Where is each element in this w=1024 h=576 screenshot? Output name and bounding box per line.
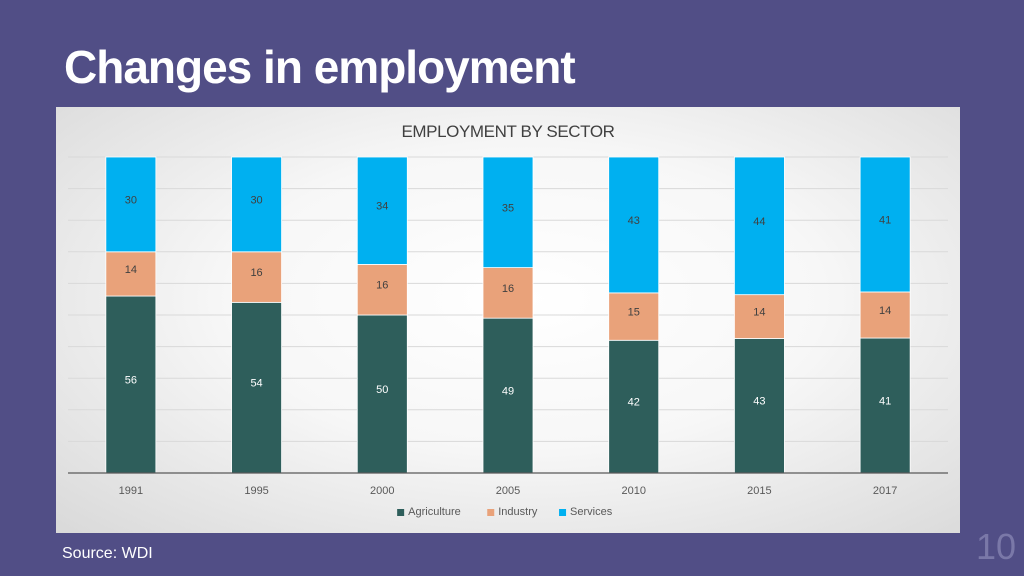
data-label-agriculture-2015: 43 bbox=[753, 396, 765, 408]
legend-label-industry: Industry bbox=[498, 506, 538, 518]
data-label-services-2017: 41 bbox=[879, 214, 891, 226]
data-label-agriculture-1991: 56 bbox=[125, 375, 137, 387]
bar-segment-agriculture-2000 bbox=[356, 314, 408, 474]
bar-segment-agriculture-2010 bbox=[608, 339, 660, 474]
bar-segment-industry-1991 bbox=[105, 251, 157, 297]
data-label-services-1995: 30 bbox=[250, 194, 262, 206]
chart-panel: EMPLOYMENT BY SECTOR 56 14 30 54 16 30 50 16 34 4… bbox=[56, 107, 960, 533]
data-label-services-2000: 34 bbox=[376, 201, 388, 213]
bar-segment-services-2015 bbox=[734, 156, 785, 296]
data-label-agriculture-2017: 41 bbox=[879, 396, 891, 408]
data-label-industry-2000: 16 bbox=[376, 280, 388, 292]
data-label-agriculture-2010: 42 bbox=[628, 397, 640, 409]
x-axis: 1991 1995 2000 2005 2010 2015 2017 bbox=[68, 472, 948, 497]
bar-segment-services-2010 bbox=[608, 156, 660, 294]
data-label-agriculture-2000: 50 bbox=[376, 384, 388, 396]
data-label-agriculture-2005: 49 bbox=[502, 386, 514, 398]
data-labels: 56 14 30 54 16 30 50 16 34 49 16 35 42 15 43 43 14 44 41 14… bbox=[125, 194, 892, 408]
bar-segment-industry-2015 bbox=[734, 294, 785, 339]
data-label-services-2005: 35 bbox=[502, 202, 514, 214]
page-number: 10 bbox=[975, 526, 1016, 567]
slide-title: Changes in employment bbox=[64, 41, 576, 93]
legend-swatch-services bbox=[559, 509, 567, 516]
x-tick-label-2000: 2000 bbox=[370, 485, 394, 497]
bar-segment-services-1991 bbox=[105, 156, 157, 253]
bars bbox=[105, 156, 911, 474]
x-tick-label-1991: 1991 bbox=[119, 485, 143, 497]
legend-swatch-industry bbox=[487, 509, 495, 516]
legend-swatch-agriculture bbox=[397, 509, 405, 516]
bar-segment-agriculture-2015 bbox=[734, 338, 785, 474]
bar-segment-industry-1995 bbox=[231, 251, 282, 303]
legend: Agriculture Industry Services bbox=[397, 506, 613, 518]
data-label-industry-2005: 16 bbox=[502, 283, 514, 295]
x-tick-label-2005: 2005 bbox=[496, 485, 520, 497]
bar-segment-industry-2000 bbox=[356, 264, 408, 316]
data-label-industry-2010: 15 bbox=[628, 307, 640, 319]
x-tick-label-1995: 1995 bbox=[244, 485, 268, 497]
bar-segment-services-2000 bbox=[356, 156, 408, 265]
data-label-services-1991: 30 bbox=[125, 194, 137, 206]
x-tick-label-2015: 2015 bbox=[747, 485, 771, 497]
data-label-services-2015: 44 bbox=[753, 216, 765, 228]
source-note: Source: WDI bbox=[62, 545, 153, 562]
x-tick-label-2010: 2010 bbox=[621, 485, 645, 497]
data-label-industry-1995: 16 bbox=[250, 267, 262, 279]
data-label-services-2010: 43 bbox=[628, 215, 640, 227]
legend-label-agriculture: Agriculture bbox=[408, 506, 461, 518]
legend-label-services: Services bbox=[570, 506, 613, 518]
data-label-industry-2017: 14 bbox=[879, 305, 891, 317]
bar-segment-services-2017 bbox=[859, 156, 911, 293]
data-label-industry-1991: 14 bbox=[125, 264, 137, 276]
bar-segment-services-2005 bbox=[482, 156, 534, 268]
chart-title: EMPLOYMENT BY SECTOR bbox=[401, 122, 614, 141]
bar-segment-agriculture-1995 bbox=[231, 301, 282, 474]
bar-segment-agriculture-2005 bbox=[482, 317, 534, 474]
employment-chart: EMPLOYMENT BY SECTOR 56 14 30 54 16 30 50 16 34 4… bbox=[68, 122, 948, 518]
data-label-industry-2015: 14 bbox=[753, 307, 765, 319]
bar-segment-services-1995 bbox=[231, 156, 282, 253]
bar-segment-industry-2017 bbox=[859, 291, 911, 339]
x-tick-label-2017: 2017 bbox=[873, 485, 897, 497]
bar-segment-industry-2005 bbox=[482, 267, 534, 319]
data-label-agriculture-1995: 54 bbox=[250, 378, 262, 390]
